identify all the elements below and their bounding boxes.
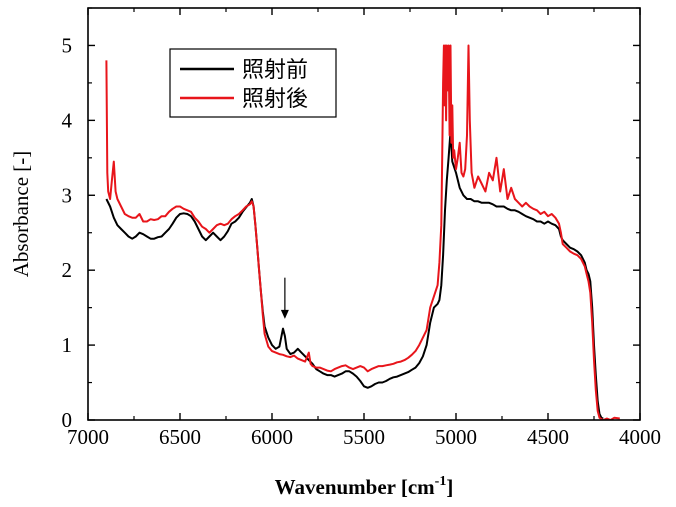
legend: 照射前 照射後 [169,48,337,118]
series-line-1 [105,44,620,420]
y-tick-label: 4 [62,108,73,132]
legend-box [169,48,337,118]
x-axis-title-sup: -1 [435,474,447,489]
series-layer [105,44,620,420]
x-axis-title-end: ] [446,475,453,499]
series-line-0 [105,130,604,420]
y-tick-label: 2 [62,258,73,282]
x-tick-label: 6000 [251,425,293,449]
annotation-arrow-head [280,309,289,319]
y-tick-label: 5 [62,33,73,57]
x-tick-label: 7000 [67,425,109,449]
y-tick-label: 1 [62,333,73,357]
x-tick-label: 6500 [159,425,201,449]
y-tick-label: 0 [62,408,73,432]
x-tick-label: 4500 [527,425,569,449]
legend-label-1: 照射後 [242,87,308,112]
y-tick-label: 3 [62,183,73,207]
x-tick-label: 4000 [619,425,661,449]
annotation-layer [280,277,289,319]
x-tick-label: 5000 [435,425,477,449]
ticks-layer: 7000 6500 6000 5500 5000 4500 4000 0 1 2 3 4 5 [62,7,661,449]
x-axis-title: Wavenumber [cm-1] [275,474,454,499]
x-axis-title-main: Wavenumber [cm [275,475,436,499]
x-tick-label: 5500 [343,425,385,449]
y-axis-title: Absorbance [-] [9,151,33,278]
legend-label-0: 照射前 [242,58,308,83]
